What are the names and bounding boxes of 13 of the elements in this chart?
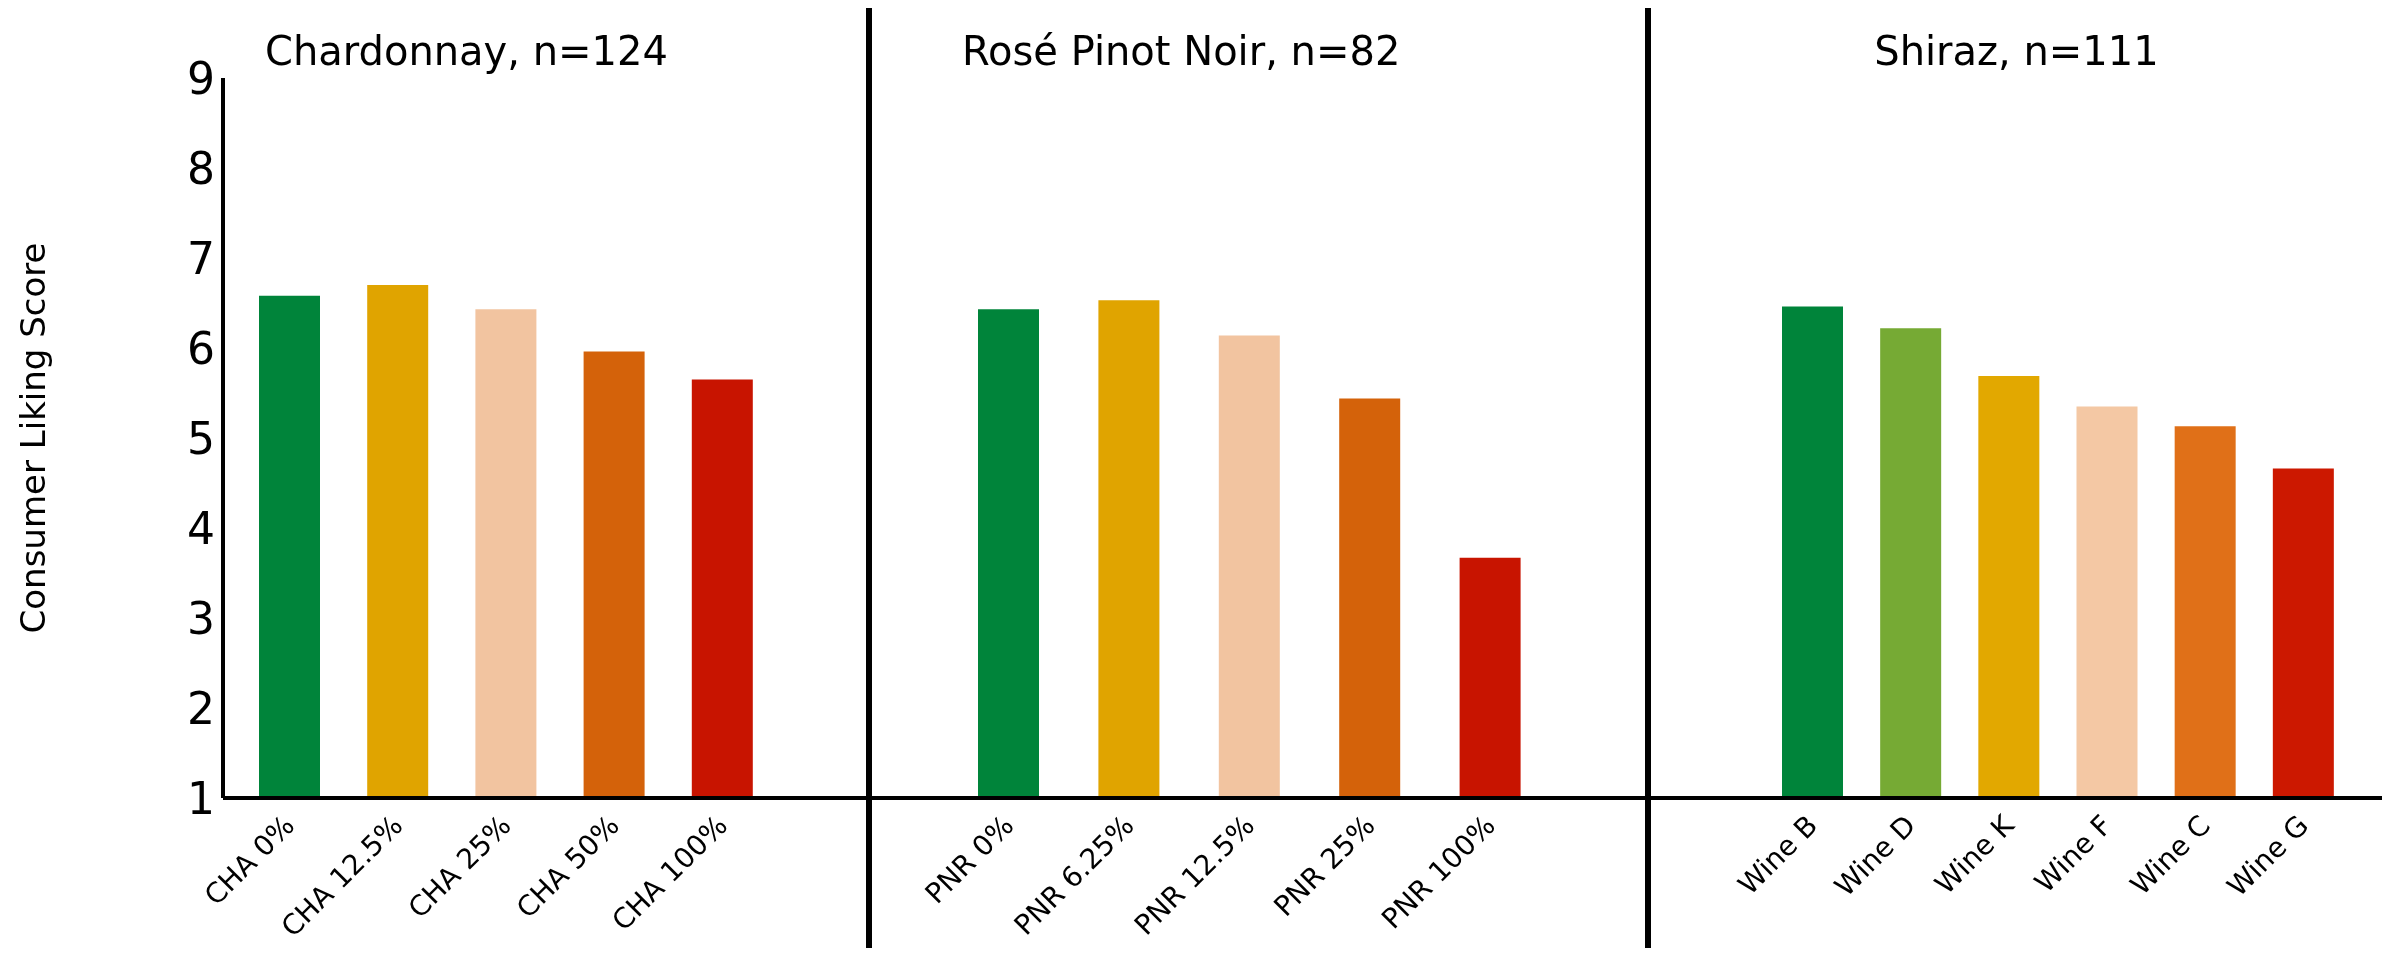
- y-tick-label: 8: [187, 142, 215, 194]
- chart-title: Rosé Pinot Noir, n=82: [962, 28, 1401, 74]
- y-tick-label: 1: [187, 772, 215, 824]
- y-tick-label: 7: [187, 232, 215, 284]
- y-tick-label: 2: [187, 682, 215, 734]
- y-tick-label: 4: [187, 502, 215, 554]
- y-tick-label: 6: [187, 322, 215, 374]
- y-tick-label: 9: [187, 52, 215, 104]
- chart-title: Chardonnay, n=124: [265, 28, 668, 74]
- y-tick-label: 3: [187, 592, 215, 644]
- chart-title: Shiraz, n=111: [1874, 28, 2159, 74]
- y-tick-label: 5: [187, 412, 215, 464]
- y-axis-title: Consumer Liking Score: [13, 242, 53, 634]
